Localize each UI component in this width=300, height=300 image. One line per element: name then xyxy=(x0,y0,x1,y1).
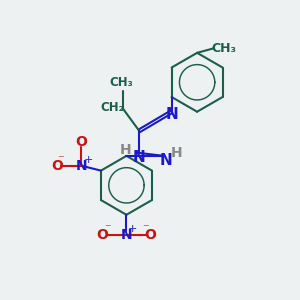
Text: CH₃: CH₃ xyxy=(110,76,134,89)
Text: ⁻: ⁻ xyxy=(104,222,111,235)
Text: H: H xyxy=(171,146,182,160)
Text: ⁻: ⁻ xyxy=(142,222,149,235)
Text: O: O xyxy=(51,159,63,173)
Text: ⁻: ⁻ xyxy=(57,153,64,166)
Text: N: N xyxy=(121,228,132,242)
Text: N: N xyxy=(165,107,178,122)
Text: CH₃: CH₃ xyxy=(211,42,236,55)
Text: +: + xyxy=(128,224,138,234)
Text: N: N xyxy=(75,159,87,173)
Text: N: N xyxy=(159,153,172,168)
Text: O: O xyxy=(75,135,87,149)
Text: +: + xyxy=(84,155,93,165)
Text: H: H xyxy=(120,143,132,157)
Text: O: O xyxy=(96,228,108,242)
Text: N: N xyxy=(133,150,146,165)
Text: CH₂: CH₂ xyxy=(101,101,124,114)
Text: O: O xyxy=(145,228,157,242)
